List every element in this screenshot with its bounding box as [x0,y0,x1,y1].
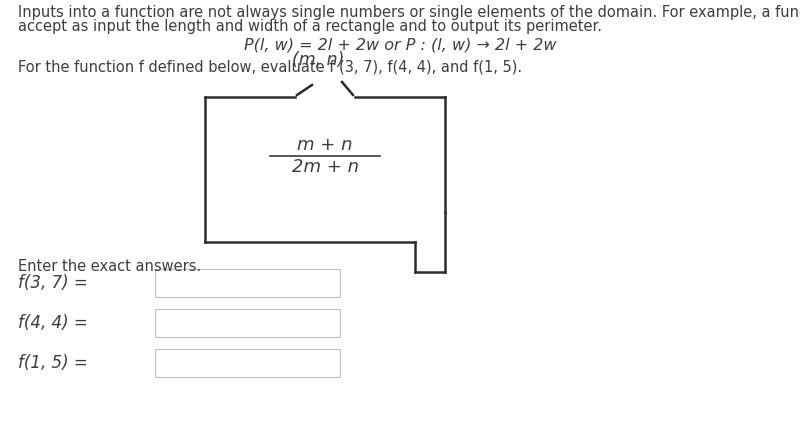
Text: f(4, 4) =: f(4, 4) = [18,314,88,332]
Text: For the function f defined below, evaluate f (3, 7), f(4, 4), and f(1, 5).: For the function f defined below, evalua… [18,59,522,74]
Text: (m, n): (m, n) [292,51,344,69]
FancyBboxPatch shape [155,269,340,297]
Text: f(3, 7) =: f(3, 7) = [18,274,88,292]
FancyBboxPatch shape [155,309,340,337]
Text: 2m + n: 2m + n [291,157,358,176]
Text: f(1, 5) =: f(1, 5) = [18,354,88,372]
FancyBboxPatch shape [155,349,340,377]
Text: Inputs into a function are not always single numbers or single elements of the d: Inputs into a function are not always si… [18,5,800,20]
Text: m + n: m + n [298,135,353,153]
Text: Enter the exact answers.: Enter the exact answers. [18,259,202,274]
Text: P(l, w) = 2l + 2w or P : (l, w) → 2l + 2w: P(l, w) = 2l + 2w or P : (l, w) → 2l + 2… [244,38,556,53]
Text: accept as input the length and width of a rectangle and to output its perimeter.: accept as input the length and width of … [18,19,602,34]
